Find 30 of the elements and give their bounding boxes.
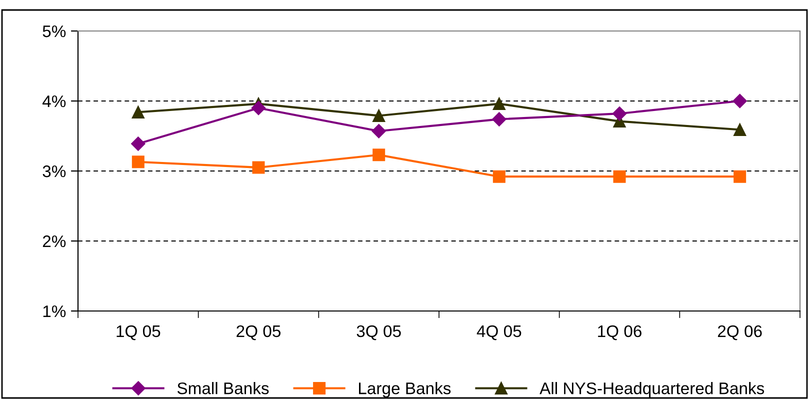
- point: [252, 161, 265, 174]
- point: [613, 170, 626, 183]
- legend-label: All NYS-Headquartered Banks: [540, 382, 764, 398]
- point: [732, 94, 747, 108]
- point: [612, 106, 627, 121]
- point: [492, 112, 506, 126]
- x-tick-label: 1Q 05: [116, 325, 160, 340]
- x-tick-label: 2Q 06: [718, 325, 762, 340]
- point: [372, 148, 386, 162]
- point: [492, 170, 506, 183]
- x-tick-label: 3Q 05: [356, 325, 401, 340]
- y-tick-label: 1%: [43, 305, 66, 318]
- point: [372, 124, 386, 138]
- point: [131, 136, 146, 151]
- y-tick-label: 3%: [42, 165, 66, 178]
- legend-label: Small Banks: [177, 382, 269, 394]
- point: [251, 100, 266, 116]
- x-tick-label: 2Q 05: [236, 325, 281, 340]
- y-tick-label: 2%: [42, 235, 66, 248]
- point: [132, 156, 144, 168]
- x-tick-label: 1Q 06: [598, 325, 642, 340]
- point: [734, 170, 746, 183]
- point: [734, 123, 746, 136]
- y-tick-label: 4%: [42, 95, 66, 108]
- x-tick-label: 4Q 05: [476, 325, 522, 340]
- y-tick-label: 5%: [42, 25, 66, 38]
- point: [372, 109, 386, 122]
- point: [132, 106, 144, 118]
- legend-label: Large Banks: [359, 382, 451, 398]
- point: [492, 98, 506, 110]
